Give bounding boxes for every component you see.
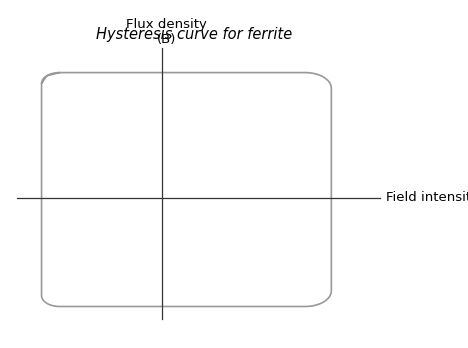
Text: Hysteresis curve for ferrite: Hysteresis curve for ferrite: [96, 27, 292, 42]
Text: Flux density
(B): Flux density (B): [126, 18, 207, 46]
Text: Field intensity (H): Field intensity (H): [386, 191, 468, 205]
